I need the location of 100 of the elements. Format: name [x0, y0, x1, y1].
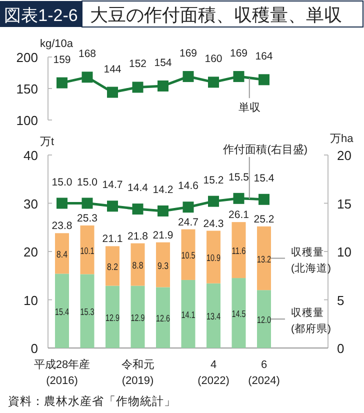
y-axis-title: 万t — [40, 136, 54, 148]
point — [258, 194, 270, 205]
point — [107, 86, 118, 98]
bar — [156, 242, 170, 288]
data-label: 160 — [204, 53, 222, 66]
data-label: 169 — [230, 48, 248, 60]
x-tick-label: 令和元 (2019) — [121, 358, 154, 387]
data-label: 14.5 — [232, 309, 250, 320]
data-label: 10.1 — [80, 246, 99, 257]
x-tick-label: 6 (2024) — [248, 359, 280, 387]
bar — [232, 222, 246, 278]
bar — [55, 233, 69, 274]
total-label: 21.9 — [152, 229, 174, 242]
point — [132, 82, 144, 93]
point — [233, 192, 244, 204]
data-label: 12.9 — [130, 312, 150, 324]
text: 作付面積(右目盛) — [222, 142, 308, 156]
data-label: 12.9 — [106, 312, 124, 324]
data-label: 14.4 — [128, 182, 148, 194]
point — [182, 202, 194, 213]
point — [158, 205, 168, 216]
chart-subtitle: 図表1-2-6 — [4, 6, 78, 25]
bar — [130, 243, 145, 286]
data-label: 164 — [255, 50, 273, 63]
x-tick-label: 平成28年産 (2016) — [34, 358, 90, 387]
bar — [106, 286, 120, 348]
y-tick-label: 150 — [16, 82, 38, 96]
data-label: 14.2 — [152, 184, 174, 196]
text: 資料：農林水産省「作物統計」 — [8, 394, 176, 408]
data-label: 15.4 — [254, 172, 274, 184]
data-label: 12.0 — [257, 315, 276, 326]
bar — [55, 274, 69, 348]
point — [182, 71, 194, 82]
y-tick-label: 10 — [24, 292, 38, 308]
point — [208, 196, 219, 207]
x-tick-label: 4 (2022) — [198, 359, 230, 387]
bar — [156, 287, 170, 348]
y-tick-label: 40 — [24, 148, 38, 163]
data-label: 14.6 — [178, 180, 199, 192]
y2-axis-title: 万ha — [330, 133, 354, 145]
point — [132, 204, 144, 215]
data-label: 14.7 — [102, 179, 123, 192]
total-label: 21.8 — [128, 230, 148, 242]
data-label: 159 — [53, 54, 71, 66]
point — [56, 198, 68, 209]
y-tick-label: 100 — [16, 113, 38, 128]
chart-title: 大豆の作付面積、収穫量、単収 — [90, 5, 342, 25]
series-label: 収穫量 (都府県) — [291, 306, 331, 336]
data-label: 152 — [128, 58, 147, 70]
point — [233, 71, 244, 82]
total-label: 21.1 — [102, 233, 123, 246]
data-label: 15.2 — [203, 174, 224, 186]
point — [56, 77, 68, 88]
point — [258, 74, 270, 86]
bar — [257, 290, 271, 348]
data-label: 13.4 — [206, 312, 225, 323]
data-label: 168 — [78, 48, 96, 60]
bar — [80, 274, 94, 348]
data-label: 8.2 — [107, 262, 120, 273]
data-label: 8.8 — [132, 260, 146, 272]
y2-tick-label: 5 — [337, 292, 344, 308]
data-label: 15.5 — [228, 171, 250, 184]
total-label: 25.2 — [254, 213, 274, 226]
total-label: 24.7 — [178, 216, 199, 228]
y-tick-label: 0 — [30, 341, 38, 356]
y2-tick-label: 15 — [337, 196, 352, 212]
data-label: 11.6 — [232, 246, 250, 258]
y-tick-label: 30 — [24, 196, 38, 212]
data-label: 154 — [154, 56, 172, 69]
point — [208, 76, 219, 88]
data-label: 10.9 — [206, 253, 225, 264]
data-label: 15.0 — [77, 176, 98, 188]
y-axis-title: kg/10a — [40, 38, 74, 50]
data-label: 15.3 — [80, 307, 99, 318]
series-label: 収穫量 (北海道) — [291, 245, 331, 274]
bar — [130, 286, 145, 348]
point — [82, 72, 93, 83]
y2-tick-label: 0 — [337, 341, 344, 356]
y-tick-label: 20 — [24, 244, 38, 260]
data-label: 15.0 — [52, 176, 72, 188]
point — [158, 80, 168, 92]
y2-tick-label: 20 — [337, 148, 352, 163]
bar — [206, 230, 220, 284]
data-label: 15.4 — [55, 306, 74, 318]
bar — [181, 229, 196, 280]
bar — [80, 225, 94, 274]
y-tick-label: 200 — [16, 50, 38, 65]
data-label: 8.4 — [56, 249, 70, 260]
data-label: 169 — [179, 48, 198, 60]
series-label: 単収 — [238, 101, 260, 114]
y2-tick-label: 10 — [337, 244, 352, 260]
data-label: 9.3 — [158, 260, 171, 272]
data-label: 10.5 — [181, 250, 200, 262]
total-label: 25.3 — [77, 212, 98, 224]
data-label: 12.6 — [156, 314, 174, 325]
bar — [106, 246, 120, 286]
data-label: 14.1 — [181, 310, 200, 321]
point — [107, 200, 118, 212]
bar — [181, 280, 196, 348]
point — [82, 198, 93, 209]
